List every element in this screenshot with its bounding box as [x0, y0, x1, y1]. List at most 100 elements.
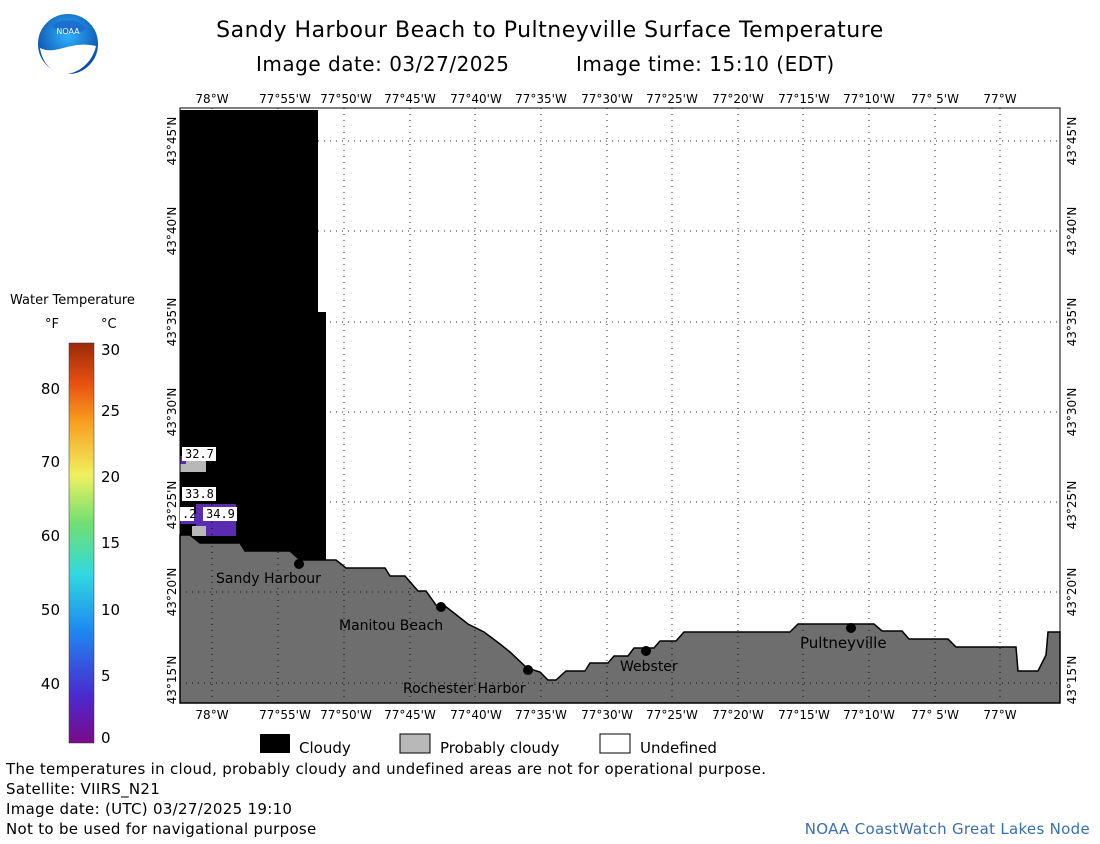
lon-label: 77°55'W [259, 708, 311, 722]
lon-label: 77°25'W [646, 708, 698, 722]
legend-swatch-probably-cloudy [399, 733, 431, 754]
c-tick: 5 [101, 667, 111, 685]
lat-label: 43°15'N [1065, 656, 1079, 705]
lon-label: 77°15'W [778, 708, 830, 722]
land-area [179, 534, 1061, 704]
image-time: Image time: 15:10 (EDT) [576, 52, 835, 76]
lat-label: 43°30'N [165, 388, 179, 437]
lat-label: 43°40'N [1065, 207, 1079, 256]
colorbar-unit-f: °F [45, 317, 59, 332]
lon-label: 77°45'W [384, 92, 436, 106]
place-label-sandy-harbour: Sandy Harbour [216, 571, 321, 587]
lat-label: 43°15'N [165, 656, 179, 705]
lon-label: 77°55'W [259, 92, 311, 106]
c-tick: 20 [101, 468, 120, 486]
utc-date-text: Image date: (UTC) 03/27/2025 19:10 [6, 800, 293, 818]
lat-label: 43°30'N [1065, 388, 1079, 437]
satellite-text: Satellite: VIIRS_N21 [6, 780, 161, 798]
image-date: Image date: 03/27/2025 [256, 52, 510, 76]
place-label-webster: Webster [620, 659, 678, 675]
lon-label: 77°50'W [320, 708, 372, 722]
colorbar-unit-c: °C [101, 317, 117, 332]
place-label-pultneyville: Pultneyville [800, 634, 887, 652]
place-dot [523, 665, 533, 675]
cloud-region [180, 110, 326, 560]
place-label-manitou-beach: Manitou Beach [339, 618, 443, 634]
map-legend: Cloudy Probably cloudy Undefined [260, 733, 717, 757]
place-dot [641, 646, 651, 656]
c-tick: 25 [101, 402, 120, 420]
lon-label: 77°W [983, 92, 1016, 106]
lat-label: 43°35'N [165, 298, 179, 347]
legend-swatch-undefined [599, 733, 631, 754]
lon-label: 77° 5'W [911, 92, 959, 106]
lon-label: 77°30'W [581, 92, 633, 106]
lon-label: 77°50'W [320, 92, 372, 106]
lon-label: 77° 5'W [911, 708, 959, 722]
lon-label: 77°20'W [712, 92, 764, 106]
f-tick: 40 [41, 675, 60, 693]
lon-label: 77°10'W [843, 92, 895, 106]
lat-label: 43°45'N [165, 117, 179, 166]
temp-label: 33.8 [185, 487, 214, 501]
temp-label: .2 [182, 507, 196, 521]
f-tick: 80 [41, 380, 60, 398]
lon-label: 77°20'W [712, 708, 764, 722]
c-tick: 0 [101, 729, 111, 747]
colorbar-title: Water Temperature [10, 293, 135, 308]
lon-label: 77°40'W [450, 708, 502, 722]
lat-label: 43°40'N [165, 207, 179, 256]
map-frame [179, 107, 1061, 704]
colorbar-gradient [68, 342, 95, 744]
c-tick: 30 [101, 341, 120, 359]
lat-labels-right: 43°45'N 43°40'N 43°35'N 43°30'N 43°25'N … [1065, 117, 1079, 705]
place-dot [436, 602, 446, 612]
legend-label-probably-cloudy: Probably cloudy [440, 739, 559, 757]
lon-label: 78°W [195, 92, 228, 106]
lat-label: 43°25'N [1065, 481, 1079, 530]
lon-label: 78°W [195, 708, 228, 722]
navigation-warning: Not to be used for navigational purpose [6, 820, 317, 838]
legend-label-undefined: Undefined [640, 739, 717, 757]
noaa-logo: NOAA [36, 12, 100, 76]
f-tick: 60 [41, 527, 60, 545]
legend-swatch-cloudy [260, 734, 290, 753]
lon-label: 77°30'W [581, 708, 633, 722]
lat-label: 43°25'N [165, 481, 179, 530]
f-tick: 70 [41, 453, 60, 471]
lon-label: 77°40'W [450, 92, 502, 106]
lon-label: 77°15'W [778, 92, 830, 106]
credit-text: NOAA CoastWatch Great Lakes Node [804, 820, 1090, 838]
lon-label: 77°W [983, 708, 1016, 722]
lat-label: 43°45'N [1065, 117, 1079, 166]
lon-labels-bottom: 78°W 77°55'W 77°50'W 77°45'W 77°40'W 77°… [195, 708, 1016, 722]
lon-label: 77°35'W [515, 708, 567, 722]
place-markers: Sandy Harbour Manitou Beach Rochester Ha… [216, 559, 887, 697]
lon-label: 77°25'W [646, 92, 698, 106]
lon-label: 77°45'W [384, 708, 436, 722]
place-dot [846, 623, 856, 633]
colorbar: Water Temperature °F °C 80 70 60 50 40 3… [10, 293, 135, 747]
lat-label: 43°20'N [165, 568, 179, 617]
f-tick: 50 [41, 601, 60, 619]
temperature-labels: 32.7 33.8 34.9 .2 [180, 447, 237, 521]
temp-label: 32.7 [185, 447, 214, 461]
lat-label: 43°35'N [1065, 298, 1079, 347]
logo-text: NOAA [56, 27, 80, 36]
page-title: Sandy Harbour Beach to Pultneyville Surf… [216, 18, 884, 43]
lon-label: 77°10'W [843, 708, 895, 722]
place-dot [294, 559, 304, 569]
place-label-rochester-harbor: Rochester Harbor [403, 681, 526, 697]
c-tick: 10 [101, 601, 120, 619]
probably-cloudy-patch [180, 460, 206, 472]
probably-cloudy-patch [192, 526, 206, 536]
lat-labels-left: 43°45'N 43°40'N 43°35'N 43°30'N 43°25'N … [165, 117, 179, 705]
lon-labels-top: 78°W 77°55'W 77°50'W 77°45'W 77°40'W 77°… [195, 92, 1016, 106]
disclaimer-text: The temperatures in cloud, probably clou… [6, 760, 767, 778]
c-tick: 15 [101, 534, 120, 552]
legend-label-cloudy: Cloudy [299, 739, 351, 757]
lat-label: 43°20'N [1065, 568, 1079, 617]
lon-label: 77°35'W [515, 92, 567, 106]
temp-label: 34.9 [206, 507, 235, 521]
